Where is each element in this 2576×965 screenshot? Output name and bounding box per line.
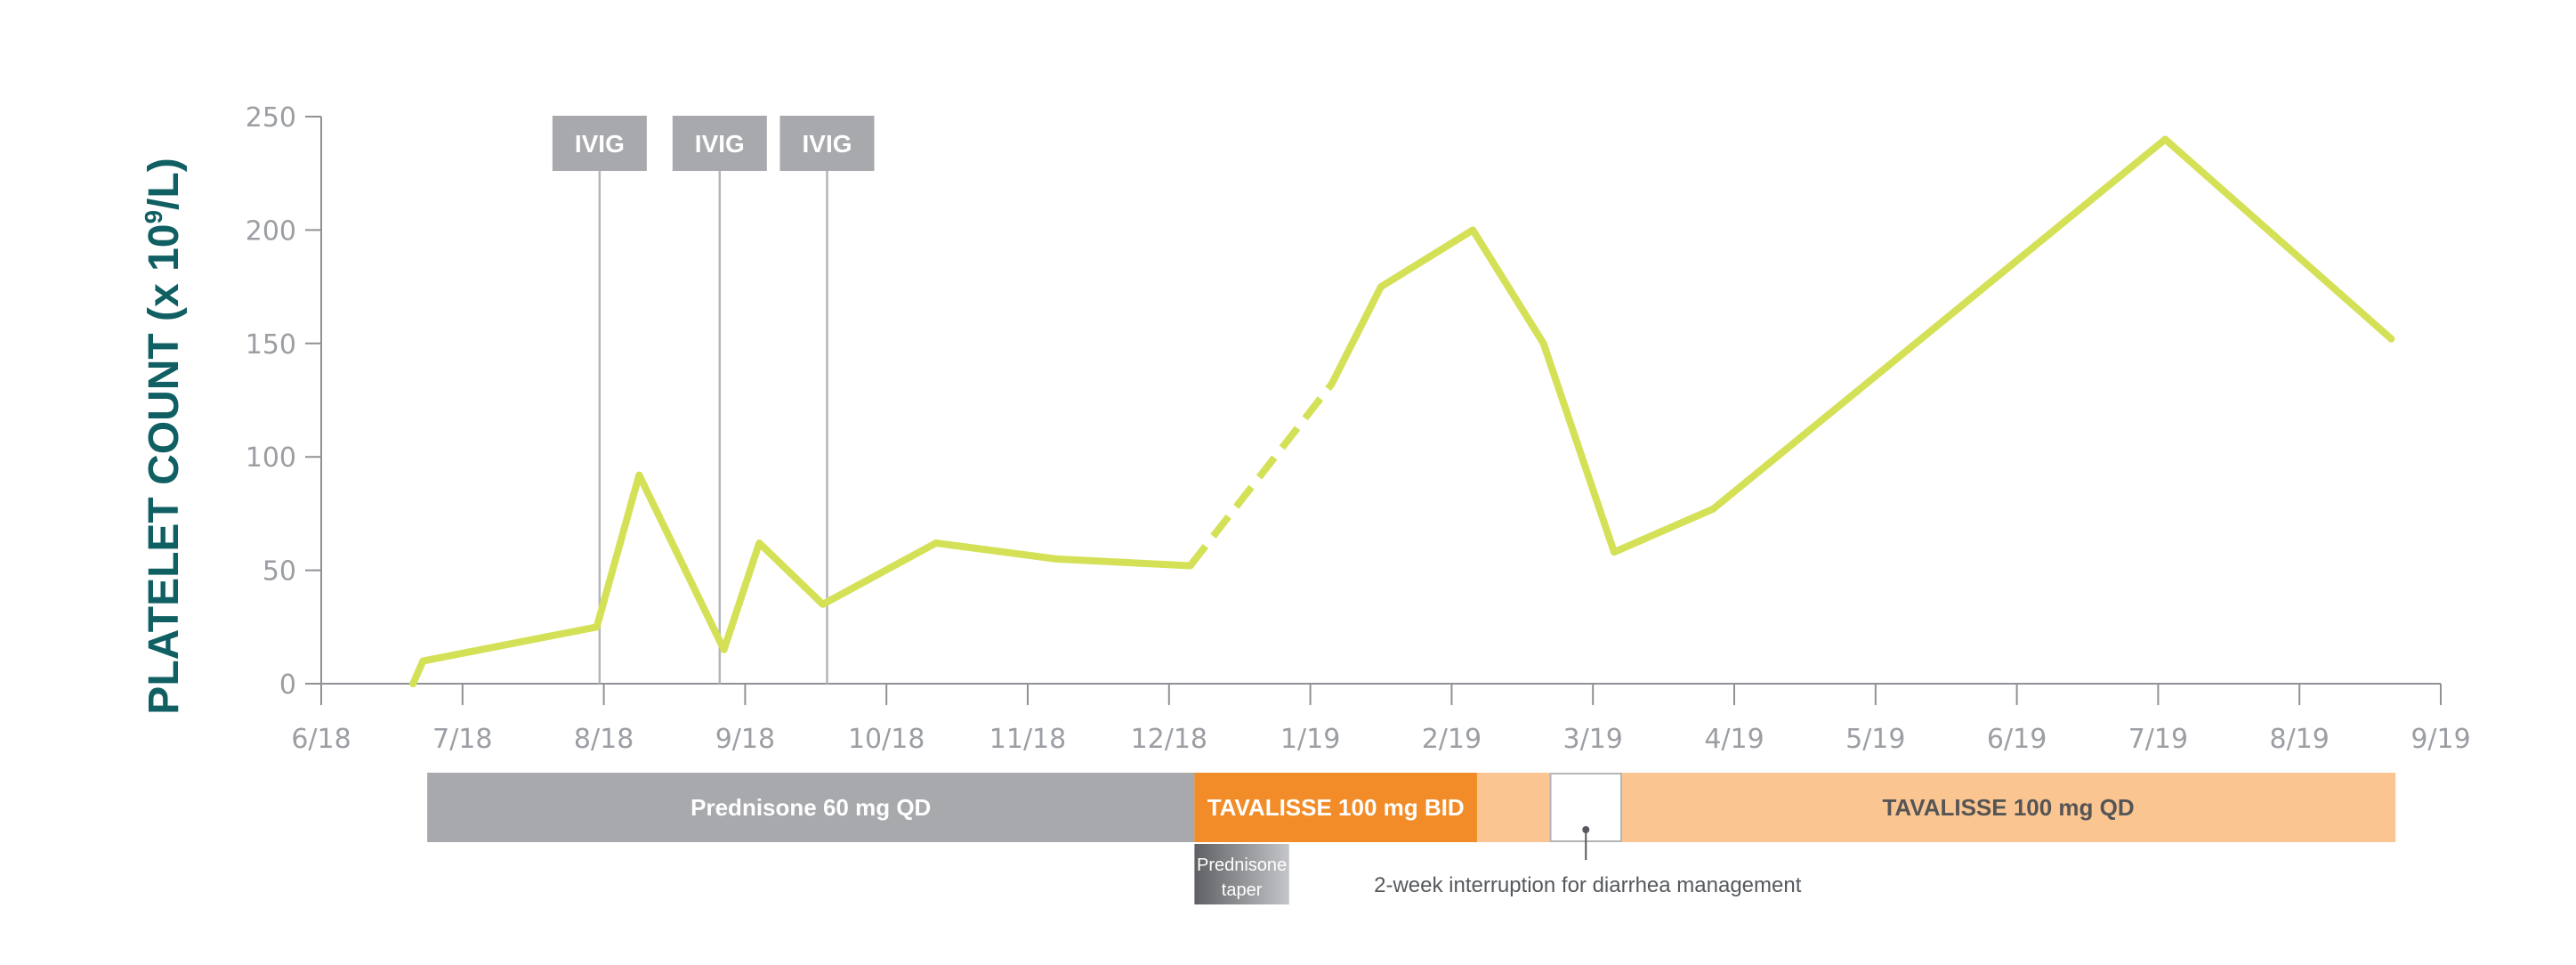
platelet-line-segment bbox=[1055, 555, 1191, 570]
x-tick-label: 1/19 bbox=[1280, 724, 1340, 755]
y-tick-label: 200 bbox=[246, 215, 296, 247]
x-tick-label: 2/19 bbox=[1422, 724, 1482, 755]
x-tick-label: 8/18 bbox=[574, 724, 634, 755]
prednisone-taper-box bbox=[1194, 844, 1289, 904]
platelet-data-point bbox=[1709, 505, 1717, 513]
platelet-line-segment bbox=[820, 539, 938, 608]
y-tick-label: 50 bbox=[262, 556, 296, 588]
platelet-data-point bbox=[1377, 283, 1385, 291]
x-tick-label: 6/19 bbox=[1987, 724, 2047, 755]
ivig-marker-box bbox=[672, 116, 767, 171]
platelet-data-point bbox=[755, 539, 763, 547]
x-tick-label: 3/19 bbox=[1563, 724, 1623, 755]
platelet-data-point bbox=[593, 623, 601, 631]
platelet-data-point bbox=[419, 657, 427, 665]
platelet-data-point bbox=[819, 600, 827, 608]
platelet-line-segment bbox=[409, 659, 427, 685]
platelet-line-segment bbox=[720, 541, 763, 652]
ivig-marker-label: IVIG bbox=[575, 130, 625, 158]
interruption-note: 2-week interruption for diarrhea managem… bbox=[1374, 873, 1802, 897]
x-tick-label: 9/18 bbox=[715, 724, 775, 755]
platelet-line-segment bbox=[756, 540, 826, 607]
platelet-line-segment bbox=[1710, 136, 2168, 512]
treatment-bar bbox=[1194, 773, 1477, 842]
ivig-marker-box bbox=[552, 116, 647, 171]
platelet-data-point bbox=[409, 680, 417, 687]
y-tick-label: 250 bbox=[246, 102, 296, 134]
platelet-line-segment bbox=[1539, 342, 1618, 554]
treatment-label: Prednisone 60 mg QD bbox=[690, 794, 931, 821]
platelet-line-segment bbox=[2162, 136, 2394, 342]
y-tick-label: 0 bbox=[279, 669, 296, 701]
platelet-line-segment bbox=[1328, 285, 1385, 386]
x-tick-label: 12/18 bbox=[1131, 724, 1207, 755]
x-tick-label: 9/19 bbox=[2410, 724, 2470, 755]
platelet-data-point bbox=[1328, 380, 1336, 388]
platelet-data-point bbox=[1539, 339, 1547, 347]
platelet-line-segment bbox=[1187, 382, 1335, 568]
platelet-data-point bbox=[635, 471, 643, 479]
platelet-data-point bbox=[2161, 135, 2169, 143]
taper-label-line1: Prednisone bbox=[1197, 856, 1287, 875]
ivig-marker-box bbox=[779, 116, 875, 171]
platelet-data-point bbox=[1469, 226, 1477, 234]
platelet-data-point bbox=[2387, 335, 2395, 343]
x-tick-label: 5/19 bbox=[1845, 724, 1905, 755]
treatment-bar bbox=[1476, 773, 2396, 842]
platelet-line-segment bbox=[593, 474, 643, 628]
platelet-line-segment bbox=[635, 473, 728, 652]
y-axis-label: PLATELET COUNT (x 109/L) bbox=[140, 158, 188, 714]
treatment-label: TAVALISSE 100 mg QD bbox=[1882, 794, 2134, 821]
platelet-line-segment bbox=[1378, 226, 1475, 290]
platelet-data-point bbox=[1052, 555, 1060, 563]
treatment-bar bbox=[427, 773, 1195, 842]
platelet-line-segment bbox=[422, 623, 598, 665]
platelet-line-segment bbox=[935, 539, 1057, 563]
y-tick-label: 100 bbox=[246, 442, 296, 474]
x-tick-label: 7/19 bbox=[2128, 724, 2188, 755]
x-tick-label: 11/18 bbox=[989, 724, 1066, 755]
y-tick-label: 150 bbox=[246, 329, 296, 361]
x-tick-label: 8/19 bbox=[2270, 724, 2330, 755]
platelet-data-point bbox=[1611, 548, 1619, 556]
x-tick-label: 6/18 bbox=[291, 724, 351, 755]
taper-label-line2: taper bbox=[1222, 880, 1263, 900]
platelet-data-point bbox=[1186, 562, 1194, 570]
ivig-marker-label: IVIG bbox=[802, 130, 852, 158]
treatment-label: TAVALISSE 100 mg BID bbox=[1207, 794, 1465, 821]
platelet-data-point bbox=[932, 539, 940, 547]
x-tick-label: 7/18 bbox=[432, 724, 492, 755]
platelet-line-segment bbox=[1469, 228, 1547, 345]
platelet-data-point bbox=[720, 645, 728, 653]
ivig-marker-label: IVIG bbox=[695, 130, 745, 158]
platelet-line-segment bbox=[1612, 506, 1715, 555]
x-tick-label: 4/19 bbox=[1704, 724, 1764, 755]
x-tick-label: 10/18 bbox=[848, 724, 925, 755]
